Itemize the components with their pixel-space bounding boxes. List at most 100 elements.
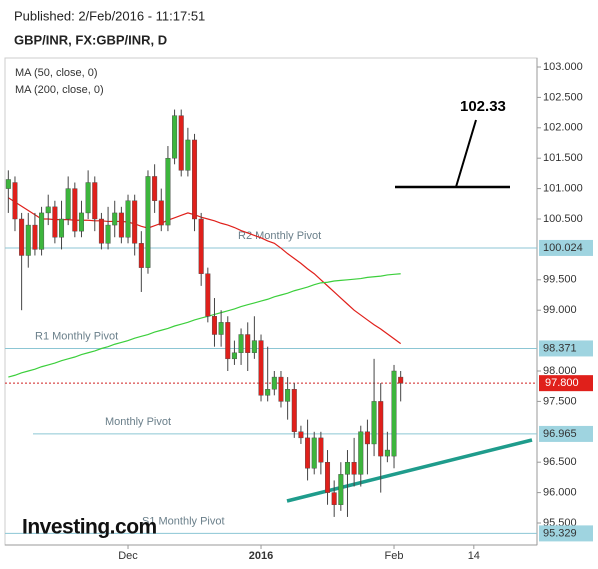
candle-body [378, 401, 384, 457]
x-tick-label: 14 [468, 550, 480, 562]
y-tick-label: 97.500 [543, 395, 577, 407]
candle-body [132, 200, 138, 244]
price-box [539, 239, 593, 256]
ma-line [8, 273, 401, 378]
candle-body [19, 218, 25, 256]
candle-body [258, 340, 264, 396]
candle-body [118, 212, 124, 238]
price-box-label: 95.329 [543, 527, 577, 539]
candle-body [358, 431, 364, 475]
candle-body [78, 212, 84, 232]
plot-frame [4, 57, 538, 546]
candle-body [52, 206, 58, 238]
y-tick-label: 96.000 [543, 487, 577, 499]
y-tick-label: 102.000 [543, 122, 583, 134]
y-tick-label: 99.500 [543, 274, 577, 286]
candle-body [344, 462, 350, 475]
candle-body [318, 437, 324, 463]
candle-body [12, 182, 18, 220]
candle-body [285, 389, 291, 402]
candle-body [5, 179, 11, 189]
candle-body [85, 182, 91, 214]
price-box-label: 97.800 [545, 377, 579, 389]
candle-body [325, 462, 331, 493]
candle-body [105, 224, 111, 244]
candle-body [305, 437, 311, 469]
candle-body [198, 218, 204, 274]
candle-body [351, 462, 357, 475]
candle-body [231, 352, 237, 360]
candle-body [278, 376, 284, 402]
candle-body [291, 389, 297, 432]
candle-body [112, 212, 118, 226]
y-tick-label: 96.500 [543, 456, 577, 468]
price-box [539, 375, 593, 392]
candle-body [65, 188, 71, 220]
candle-body [185, 139, 191, 171]
y-tick-label: 102.500 [543, 91, 583, 103]
candle-body [172, 115, 178, 159]
candle-body [225, 322, 231, 360]
candle-body [158, 200, 164, 226]
candle-body [338, 474, 344, 505]
pivot-label: S1 Monthly Pivot [142, 515, 225, 527]
price-box-label: 96.965 [543, 428, 577, 440]
candle-body [218, 322, 224, 335]
candle-body [271, 376, 277, 390]
pivot-label: Monthly Pivot [105, 416, 171, 428]
candle-body [238, 334, 244, 353]
pivot-label: R2 Monthly Pivot [238, 230, 321, 242]
x-tick-label: 2016 [249, 550, 273, 562]
candle-body [384, 449, 390, 457]
candle-body [98, 218, 104, 244]
candle-body [371, 401, 377, 445]
candle-body [205, 273, 211, 317]
price-box [539, 425, 593, 442]
candle-body [391, 370, 397, 457]
trend-line [286, 438, 533, 503]
target-pointer [455, 119, 477, 188]
candle-body [251, 340, 257, 353]
candle-body [178, 115, 184, 171]
candle-body [125, 200, 131, 238]
legend-item: MA (50, close, 0) [15, 67, 98, 79]
candle-body [138, 243, 144, 268]
candle-body [45, 206, 51, 214]
annotation: 102.33 [460, 98, 506, 115]
candle-body [25, 224, 31, 256]
y-tick-label: 101.000 [543, 183, 583, 195]
candle-body [311, 437, 317, 469]
candle-body [211, 316, 217, 335]
legend-item: MA (200, close, 0) [15, 84, 104, 96]
candle-body [331, 492, 337, 505]
candle-body [265, 389, 271, 396]
y-tick-label: 101.500 [543, 152, 583, 164]
candle-body [39, 212, 45, 250]
price-box [539, 340, 593, 357]
price-box [539, 525, 593, 542]
candle-body [298, 431, 304, 439]
candle-body [192, 139, 198, 220]
candle-body [165, 157, 171, 226]
logo: Investing.com [22, 516, 157, 539]
candle-body [398, 376, 404, 384]
candle-body [72, 188, 78, 232]
candle-body [364, 431, 370, 445]
y-tick-label: 103.000 [543, 61, 583, 73]
published: Published: 2/Feb/2016 - 11:17:51 [14, 8, 205, 23]
x-tick-label: Dec [118, 550, 138, 562]
candle-body [145, 176, 151, 268]
ma-line [8, 197, 402, 345]
price-box-label: 100.024 [543, 242, 583, 254]
pivot-label: R1 Monthly Pivot [35, 330, 118, 342]
price-box-label: 98.371 [543, 342, 577, 354]
candle-body [245, 334, 251, 353]
candle-body [152, 176, 158, 201]
y-tick-label: 100.500 [543, 213, 583, 225]
y-tick-label: 98.000 [543, 365, 577, 377]
candle-body [32, 224, 38, 250]
candle-body [59, 218, 65, 238]
x-tick-label: Feb [385, 550, 404, 562]
y-tick-label: 99.000 [543, 304, 577, 316]
